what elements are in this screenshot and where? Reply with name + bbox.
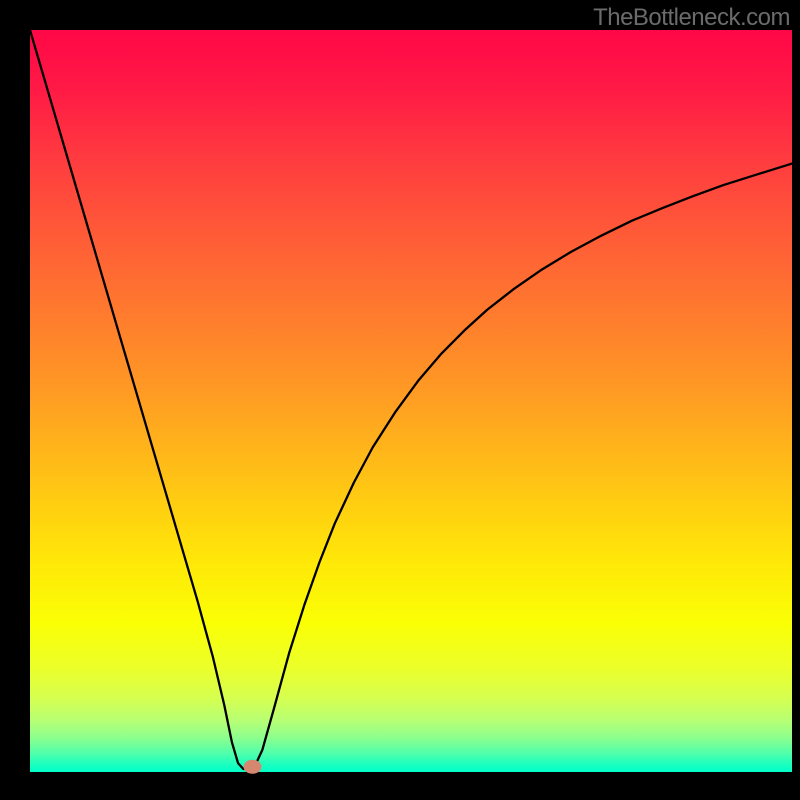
watermark-text: TheBottleneck.com <box>593 4 790 32</box>
bottleneck-chart <box>0 0 800 800</box>
minimum-marker <box>244 760 262 774</box>
plot-background <box>30 30 792 772</box>
chart-frame: TheBottleneck.com <box>0 0 800 800</box>
